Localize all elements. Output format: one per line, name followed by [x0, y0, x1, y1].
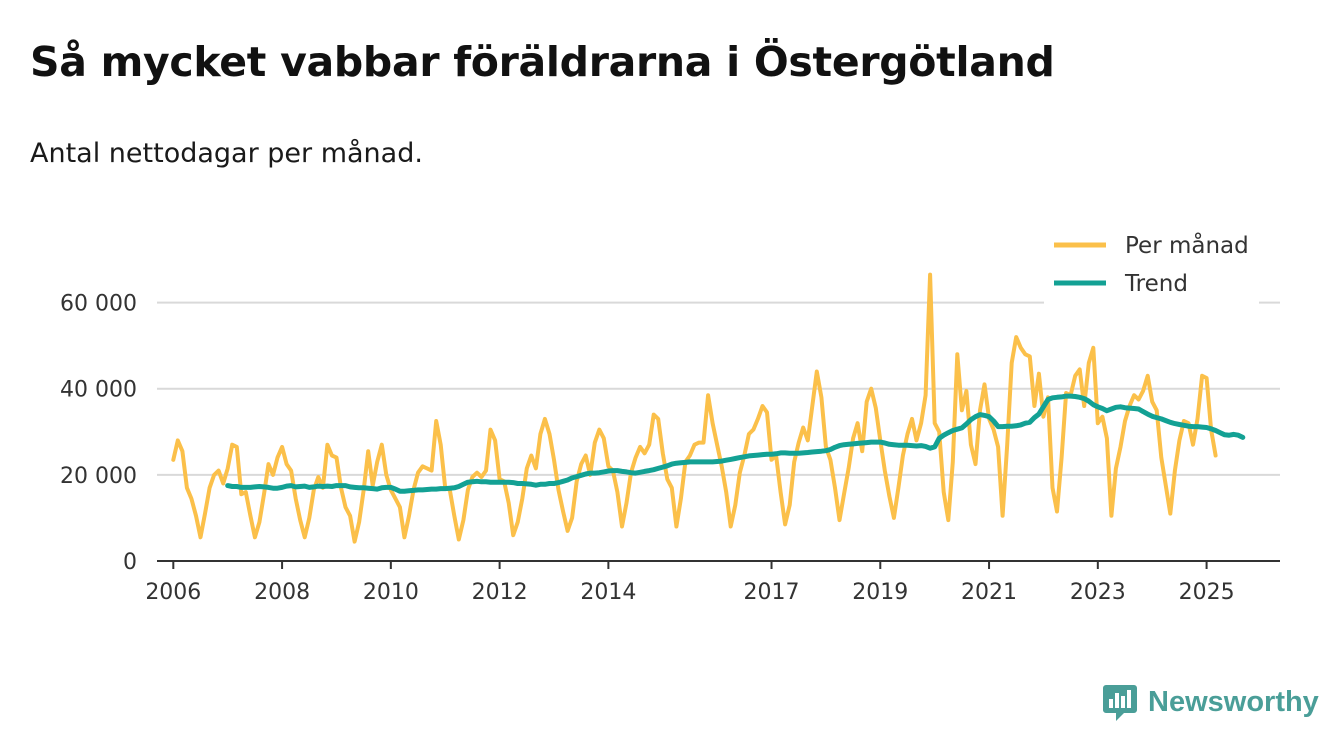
series-layer: [171, 272, 1246, 544]
chart-title: Så mycket vabbar föräldrarna i Östergötl…: [30, 38, 1055, 86]
legend-label-per-manad[interactable]: Per månad: [1125, 231, 1249, 259]
series-line-trend: [225, 393, 1246, 494]
x-tick-label: 2008: [254, 580, 310, 605]
x-tick-label: 2025: [1179, 580, 1235, 605]
brand-name: Newsworthy: [1148, 685, 1319, 718]
legend[interactable]: Per månad Trend: [1044, 223, 1259, 305]
x-tick-label: 2012: [472, 580, 528, 605]
x-tick-label: 2023: [1070, 580, 1126, 605]
y-tick-label: 60 000: [60, 292, 137, 317]
x-tick-label: 2010: [363, 580, 419, 605]
legend-background: [1044, 223, 1259, 305]
y-tick-label: 20 000: [60, 464, 137, 489]
newsworthy-chart-icon: [1103, 685, 1137, 721]
x-tick-label: 2014: [580, 580, 636, 605]
x-axis-ticks: 2006 2008 2010 2012 2014 2017 2019 2021 2023 2025: [145, 560, 1280, 605]
y-axis-ticks: 0 20 000 40 000 60 000: [60, 292, 137, 575]
x-tick-label: 2021: [961, 580, 1017, 605]
y-tick-label: 0: [123, 550, 137, 575]
x-tick-label: 2006: [145, 580, 201, 605]
legend-label-trend[interactable]: Trend: [1124, 271, 1188, 297]
newsworthy-logo[interactable]: Newsworthy: [1102, 682, 1319, 722]
y-tick-label: 40 000: [60, 378, 137, 403]
x-tick-label: 2019: [852, 580, 908, 605]
x-tick-label: 2017: [744, 580, 800, 605]
chart-subtitle: Antal nettodagar per månad.: [30, 138, 423, 169]
series-line-per-manad: [171, 272, 1218, 544]
